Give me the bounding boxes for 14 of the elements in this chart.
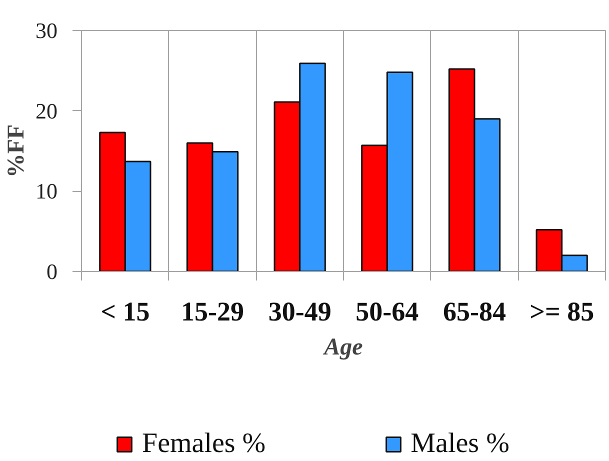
y-axis-title: %FF <box>4 124 30 178</box>
y-tick-label: 30 <box>36 18 58 43</box>
x-tick-label: >= 85 <box>530 296 594 326</box>
x-axis-title: Age <box>322 334 364 360</box>
x-tick-label: 30-49 <box>268 296 332 326</box>
y-tick-label: 10 <box>36 178 58 204</box>
legend-label: Females % <box>142 428 266 460</box>
x-tick-label: < 15 <box>100 296 150 326</box>
x-tick-label: 65-84 <box>443 296 506 326</box>
y-tick-label: 0 <box>46 259 58 284</box>
x-tick-label: 15-29 <box>181 296 244 326</box>
x-tick-label: 50-64 <box>356 296 419 326</box>
legend-label: Males % <box>410 428 510 460</box>
y-tick-label: 20 <box>36 98 58 124</box>
